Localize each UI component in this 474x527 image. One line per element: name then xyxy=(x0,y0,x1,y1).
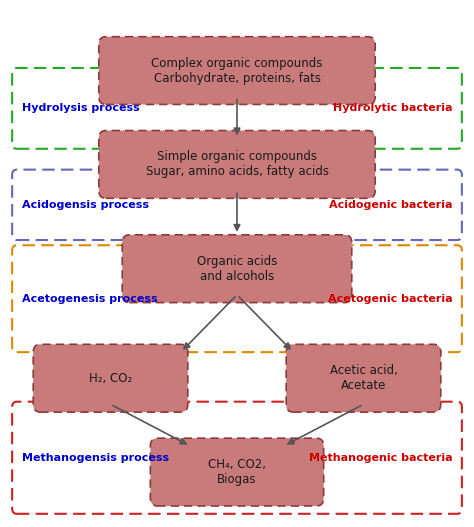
Text: Simple organic compounds
Sugar, amino acids, fatty acids: Simple organic compounds Sugar, amino ac… xyxy=(146,150,328,179)
Text: Acetic acid,
Acetate: Acetic acid, Acetate xyxy=(329,364,397,392)
Text: Methanogenic bacteria: Methanogenic bacteria xyxy=(309,453,453,463)
Text: H₂, CO₂: H₂, CO₂ xyxy=(89,372,132,385)
Text: Hydrolysis process: Hydrolysis process xyxy=(21,103,139,113)
FancyBboxPatch shape xyxy=(33,344,188,412)
FancyBboxPatch shape xyxy=(150,438,324,506)
FancyBboxPatch shape xyxy=(99,37,375,104)
FancyBboxPatch shape xyxy=(286,344,441,412)
FancyBboxPatch shape xyxy=(99,131,375,198)
FancyBboxPatch shape xyxy=(122,235,352,302)
Text: Complex organic compounds
Carbohydrate, proteins, fats: Complex organic compounds Carbohydrate, … xyxy=(151,56,323,84)
Text: Organic acids
and alcohols: Organic acids and alcohols xyxy=(197,255,277,282)
Text: CH₄, CO2,
Biogas: CH₄, CO2, Biogas xyxy=(208,458,266,486)
Text: Methanogensis process: Methanogensis process xyxy=(21,453,169,463)
Text: Acidogenic bacteria: Acidogenic bacteria xyxy=(329,200,453,210)
Text: Acetogenic bacteria: Acetogenic bacteria xyxy=(328,294,453,304)
Text: Hydrolytic bacteria: Hydrolytic bacteria xyxy=(333,103,453,113)
Text: Acetogenesis process: Acetogenesis process xyxy=(21,294,157,304)
Text: Acidogensis process: Acidogensis process xyxy=(21,200,148,210)
